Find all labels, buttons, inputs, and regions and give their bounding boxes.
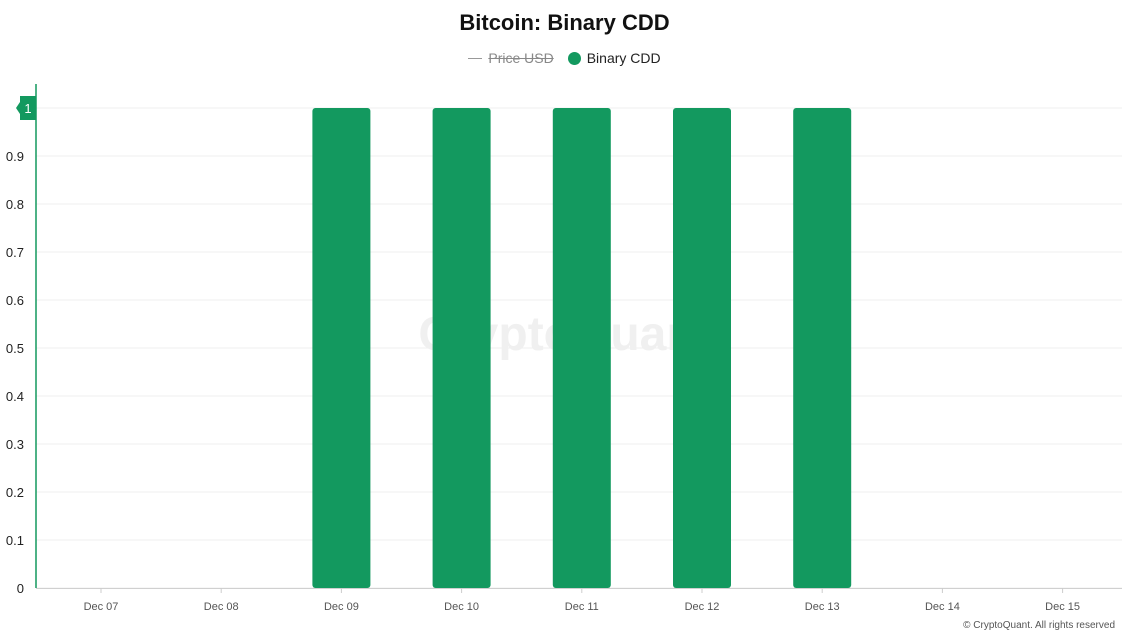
x-tick-label: Dec 11 xyxy=(565,601,599,613)
data-bar xyxy=(432,108,491,588)
legend-line-icon xyxy=(468,57,483,59)
x-tick-label: Dec 13 xyxy=(805,601,840,613)
y-tick-label: 0.2 xyxy=(6,485,24,500)
x-tick-label: Dec 08 xyxy=(204,601,239,613)
y-tick-label: 0.8 xyxy=(6,197,24,212)
current-value-marker xyxy=(20,96,36,120)
x-tick-label: Dec 10 xyxy=(444,601,479,613)
x-tick-label: Dec 15 xyxy=(1045,601,1080,613)
y-tick-label: 0.9 xyxy=(6,149,24,164)
y-tick-label: 0.6 xyxy=(6,293,24,308)
legend-item-binary-cdd[interactable]: Binary CDD xyxy=(567,50,661,66)
data-bar xyxy=(552,108,611,588)
chart-legend: Price USD Binary CDD xyxy=(0,50,1129,66)
legend-item-price-usd[interactable]: Price USD xyxy=(468,50,554,66)
data-bar xyxy=(673,108,731,588)
current-value-marker-arrow xyxy=(16,102,20,114)
y-tick-label: 0.7 xyxy=(6,245,24,260)
x-tick-label: Dec 12 xyxy=(685,601,720,613)
current-value-label: 1 xyxy=(24,101,31,116)
x-tick-label: Dec 07 xyxy=(84,601,119,613)
legend-dot-icon xyxy=(567,51,581,65)
y-tick-label: 0 xyxy=(17,581,24,596)
data-bar xyxy=(793,108,852,588)
x-tick-label: Dec 09 xyxy=(324,601,359,613)
y-tick-label: 0.1 xyxy=(6,533,24,548)
x-tick-label: Dec 14 xyxy=(925,601,960,613)
data-bar xyxy=(312,108,371,588)
legend-label-binary-cdd: Binary CDD xyxy=(586,50,661,66)
copyright-credit: © CryptoQuant. All rights reserved xyxy=(963,620,1115,631)
legend-label-price-usd: Price USD xyxy=(488,50,554,66)
y-tick-label: 0.3 xyxy=(6,437,24,452)
y-tick-label: 0.5 xyxy=(6,341,24,356)
y-tick-label: 0.4 xyxy=(6,389,24,404)
chart-title: Bitcoin: Binary CDD xyxy=(459,10,670,35)
